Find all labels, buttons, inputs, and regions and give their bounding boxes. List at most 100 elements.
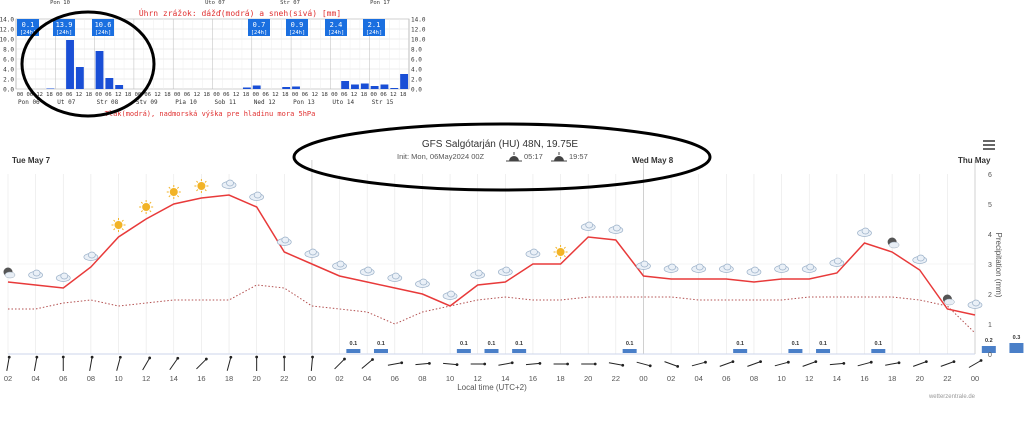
top-x-tick: 06: [144, 92, 151, 98]
top-total-value: 0.1: [22, 21, 35, 29]
wind-arrow-head: [731, 360, 735, 364]
cloud-puff: [32, 269, 41, 277]
sun-ray: [555, 246, 558, 249]
wind-arrow-icon: [142, 356, 152, 371]
top-x-tick: 06: [262, 92, 269, 98]
main-precip-bar: [1009, 343, 1024, 353]
top-bar: [390, 88, 399, 89]
wind-arrow-icon: [968, 359, 983, 368]
main-x-tick: 00: [971, 374, 979, 383]
sun-ray: [204, 189, 207, 192]
wind-arrow-icon: [6, 355, 11, 371]
day-label-1: Tue May 7: [12, 156, 51, 165]
top-x-tick: 00: [213, 92, 220, 98]
top-y-tick-right: 0.0: [411, 87, 422, 94]
top-day-label: Ut 07: [57, 99, 75, 106]
weather-icon: [304, 248, 320, 258]
wind-arrow-head: [869, 360, 873, 364]
top-bar: [252, 85, 261, 89]
top-x-tick: 18: [85, 92, 92, 98]
wind-arrow-shaft: [525, 362, 540, 366]
top-bar: [341, 81, 350, 89]
annotation-oval-center: [292, 122, 712, 192]
cloud-puff: [447, 290, 455, 298]
sun-ray: [204, 180, 207, 183]
top-x-tick: 18: [361, 92, 368, 98]
weather-icon: [718, 263, 734, 273]
top-total-label: [24h]: [366, 30, 383, 36]
sun-disc: [556, 248, 565, 256]
main-x-label: Local time (UTC+2): [457, 383, 527, 392]
weather-icon: [497, 266, 513, 276]
wind-arrow-head: [455, 363, 459, 367]
wind-arrow-shaft: [940, 361, 955, 367]
top-total-box: 0.1[24h]: [17, 19, 39, 36]
top-day-label: Uto 14: [332, 99, 354, 106]
top-x-tick: 12: [311, 92, 318, 98]
main-x-tick: 12: [805, 374, 813, 383]
cloud-puff: [253, 191, 262, 199]
cloud-puff: [281, 236, 290, 244]
top-y-tick-right: 4.0: [411, 67, 422, 74]
top-x-tick: 12: [115, 92, 122, 98]
top-day-label: Pon 06: [18, 99, 40, 106]
top-x-tick: 18: [203, 92, 210, 98]
wind-arrow-head: [400, 361, 404, 365]
top-total-box-bg: [248, 19, 270, 36]
top-total-box-bg: [17, 19, 39, 36]
wind-arrow-icon: [912, 360, 928, 367]
top-x-tick: 06: [27, 92, 34, 98]
wind-arrow-shaft: [802, 361, 816, 367]
top-total-box: 13.9[24h]: [53, 19, 75, 36]
init-text: Init: Mon, 06May2024 00Z: [397, 152, 485, 161]
top-header-label: Str 07: [280, 0, 300, 6]
main-chart: 02 04 06 08 10 12 14 16 18 20 22 00 02 04 06 08 10 12 14 16…: [3, 138, 1024, 400]
top-header-label: Pon 10: [50, 0, 70, 6]
cloud-puff: [695, 263, 704, 271]
main-x-tick: 04: [31, 374, 39, 383]
wind-arrow-head: [538, 361, 542, 365]
top-total-label: [24h]: [251, 30, 268, 36]
main-x-tick: 00: [308, 374, 316, 383]
sun-disc: [142, 203, 151, 211]
wind-arrow-icon: [747, 360, 762, 367]
wind-arrow-head: [148, 356, 152, 360]
dotted-series: [8, 284, 976, 334]
top-total-label: [24h]: [95, 30, 112, 36]
main-x-tick: 06: [391, 374, 399, 383]
wind-arrow-head: [897, 361, 901, 365]
main-precip-bar: [373, 349, 388, 353]
main-x-tick: 22: [612, 374, 620, 383]
top-bar: [66, 40, 74, 89]
top-y-ticks-right: 14.0 12.0 10.0 8.0 6.0 4.0 2.0 0.0: [411, 17, 426, 94]
top-total-box-bg: [363, 19, 385, 36]
menu-icon[interactable]: [980, 138, 998, 152]
wind-arrow-head: [483, 362, 487, 366]
wind-arrow-shaft: [89, 357, 93, 371]
wind-arrow-icon: [802, 360, 818, 367]
wind-arrow-icon: [282, 355, 286, 371]
top-x-tick: 12: [272, 92, 279, 98]
precip-value-label: 0.1: [377, 341, 385, 347]
top-x-tick: 00: [135, 92, 142, 98]
cloud-puff: [336, 260, 345, 268]
cloud-puff: [668, 263, 676, 271]
wind-arrow-icon: [89, 355, 94, 371]
wind-arrow-shaft: [498, 362, 513, 366]
cloud-puff: [391, 272, 400, 280]
top-y-ticks-left: 14.0 12.0 10.0 8.0 6.0 4.0 2.0 0.0: [0, 17, 14, 94]
sun-icon: [553, 245, 568, 259]
main-y-tick: 6: [988, 172, 992, 179]
wind-arrow-shaft: [415, 362, 430, 366]
precip-value-label: 0.1: [874, 341, 882, 347]
top-bar: [115, 85, 124, 89]
top-day-label: Štv 09: [136, 99, 158, 106]
top-x-tick: 12: [390, 92, 397, 98]
main-x-tick: 18: [888, 374, 896, 383]
top-y-tick-left: 0.0: [3, 87, 14, 94]
main-precip-bar: [981, 346, 996, 353]
top-y-tick-left: 6.0: [3, 57, 14, 64]
precip-value-label: 0.3: [1013, 335, 1021, 341]
wind-arrow-head: [229, 355, 233, 359]
